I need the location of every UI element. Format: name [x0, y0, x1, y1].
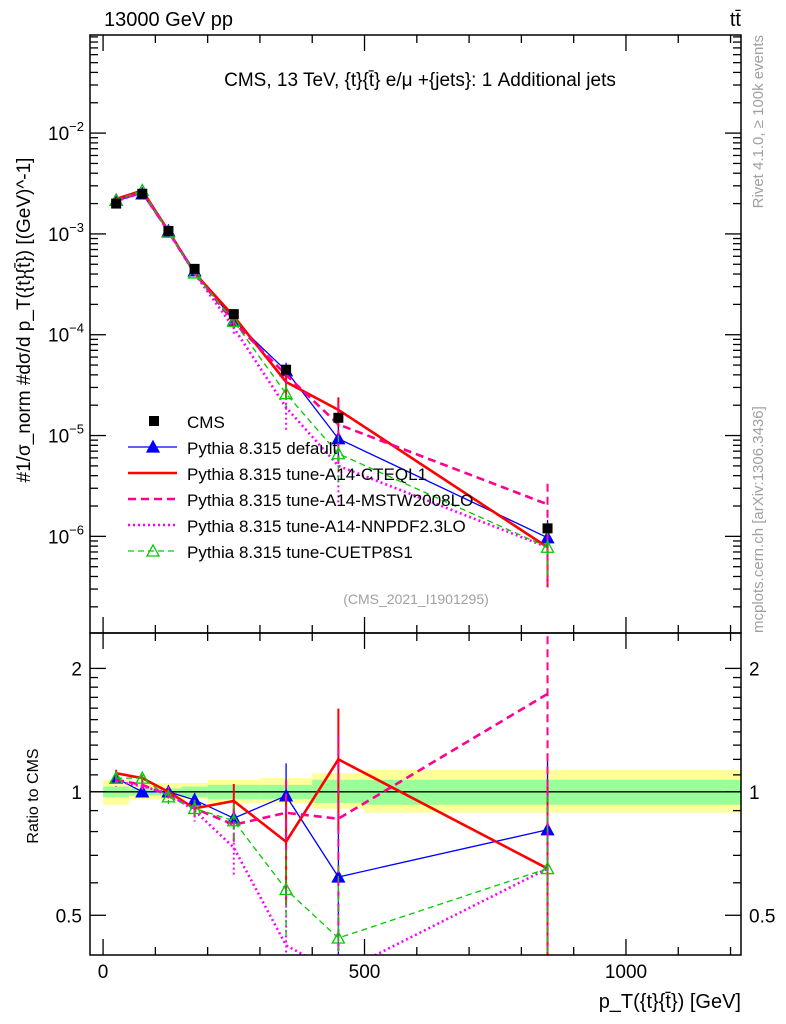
data-point-open-triangle — [226, 313, 241, 327]
x-axis-label: p_T({t}{t̄}) [GeV] — [599, 991, 741, 1013]
data-point-open-triangle — [278, 882, 294, 896]
data-point-open-triangle — [278, 386, 294, 400]
y-tick-label: 10−3 — [48, 220, 84, 246]
data-point-open-triangle — [187, 801, 202, 815]
data-point-open-triangle — [331, 446, 346, 460]
legend-marker-cms — [149, 416, 159, 426]
header-right: tt̄ — [730, 9, 742, 31]
cms-data-point — [333, 412, 344, 423]
x-tick-label: 0 — [98, 962, 109, 983]
legend-label: Pythia 8.315 tune-A14-NNPDF2.3LO — [187, 517, 466, 536]
ratio-y-axis-label: Ratio to CMS — [25, 748, 42, 843]
data-point-triangle — [135, 784, 150, 798]
ratio-y-tick-label-right: 1 — [749, 783, 760, 804]
ratio-y-tick-label: 1 — [71, 783, 82, 804]
ratio-y-tick-label-right: 2 — [749, 659, 760, 680]
ratio-y-tick-label: 0.5 — [56, 906, 82, 927]
x-tick-label: 1000 — [605, 962, 647, 983]
cms-data-point — [137, 188, 148, 199]
ratio-y-tick-label: 2 — [71, 659, 82, 680]
analysis-id: (CMS_2021_I1901295) — [343, 591, 489, 607]
y-tick-label: 10−6 — [48, 522, 84, 548]
data-point-open-triangle — [135, 770, 150, 784]
legend: CMS Pythia 8.315 default Pythia 8.315 tune… — [128, 413, 473, 562]
ratio-frame — [89, 632, 742, 956]
cms-data-point — [163, 225, 174, 236]
cms-data-point — [542, 523, 553, 534]
series-line-0 — [115, 777, 548, 878]
mcplots-text: mcplots.cern.ch [arXiv:1306.3436] — [750, 406, 767, 633]
data-point-open-triangle — [331, 930, 346, 944]
series-line-4 — [115, 189, 548, 548]
header-left: 13000 GeV pp — [104, 9, 233, 31]
y-tick-label: 10−5 — [48, 422, 84, 448]
ratio-panel — [90, 633, 741, 955]
x-tick-label: 500 — [349, 962, 381, 983]
series-line-3 — [115, 190, 549, 549]
data-point-open-triangle — [540, 861, 555, 875]
data-point-open-triangle — [109, 770, 124, 784]
y-tick-label: 10−4 — [48, 321, 84, 347]
ratio-y-tick-label-right: 0.5 — [749, 906, 775, 927]
legend-marker-open-triangle — [145, 543, 161, 557]
data-point-open-triangle — [540, 539, 555, 553]
cms-data-point — [228, 309, 239, 320]
legend-label: Pythia 8.315 tune-A14-MSTW2008LO — [187, 491, 473, 510]
legend-label: Pythia 8.315 default — [187, 439, 338, 458]
cms-data-point — [111, 198, 122, 209]
rivet-version-text: Rivet 4.1.0, ≥ 100k events — [750, 35, 767, 208]
data-point-open-triangle — [161, 789, 176, 803]
legend-label: CMS — [187, 413, 225, 432]
y-tick-label: 10−2 — [48, 119, 84, 145]
y-axis-label: #1/σ_norm #dσ/d p_T({t}{t̄}) [(GeV)^-1] — [14, 158, 35, 483]
data-point-open-triangle — [226, 813, 241, 827]
series-line-3 — [115, 780, 549, 955]
main-panel — [109, 183, 555, 588]
legend-label: Pythia 8.315 tune-CUETP8S1 — [187, 543, 413, 562]
series-line-0 — [115, 193, 548, 539]
legend-label: Pythia 8.315 tune-A14-CTEQL1 — [187, 465, 427, 484]
legend-marker-triangle — [145, 439, 161, 453]
cms-data-point — [189, 263, 200, 274]
cms-data-point — [281, 364, 292, 375]
chart-title: CMS, 13 TeV, {t}{t̄} e/μ +{jets}: 1 Addi… — [224, 70, 616, 91]
